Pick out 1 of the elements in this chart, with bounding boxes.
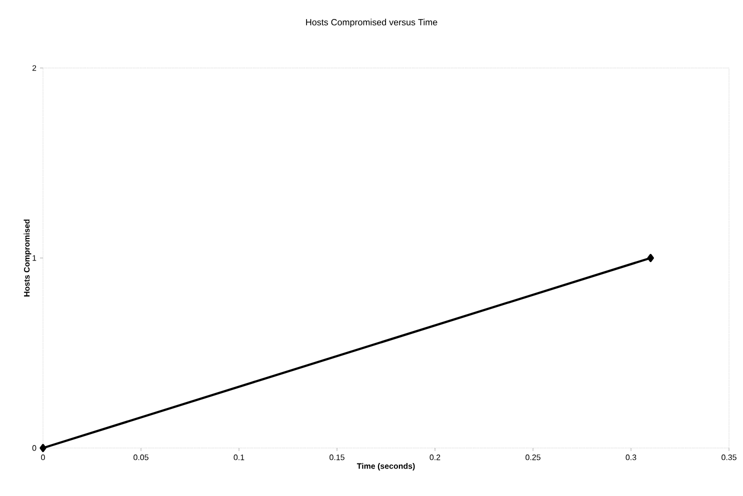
chart-title: Hosts Compromised versus Time <box>306 18 438 28</box>
